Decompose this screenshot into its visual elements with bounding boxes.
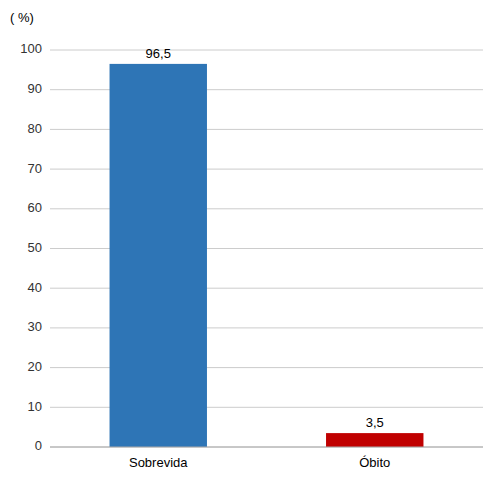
bar xyxy=(326,433,423,447)
grid xyxy=(50,50,483,447)
y-tick-label: 40 xyxy=(28,280,42,295)
grid-line xyxy=(50,50,483,51)
y-tick-label: 70 xyxy=(28,161,42,176)
bars xyxy=(110,64,424,447)
y-tick-label: 20 xyxy=(28,359,42,374)
y-tick-label: 10 xyxy=(28,399,42,414)
y-tick-label: 80 xyxy=(28,121,42,136)
x-axis-line xyxy=(50,447,483,448)
y-tick-label: 30 xyxy=(28,319,42,334)
bar xyxy=(110,64,207,447)
y-tick-label: 0 xyxy=(35,438,42,453)
y-tick-label: 50 xyxy=(28,240,42,255)
data-label: 3,5 xyxy=(366,415,384,430)
data-label: 96,5 xyxy=(146,46,171,61)
y-tick-label: 90 xyxy=(28,81,42,96)
chart-svg: 0 10 20 30 40 50 60 70 80 90 100 Sobrevida Óbito 96,5… xyxy=(0,0,503,487)
y-tick-label: 60 xyxy=(28,200,42,215)
x-tick-label: Sobrevida xyxy=(129,455,188,470)
grid-line xyxy=(50,447,483,448)
x-tick-label: Óbito xyxy=(359,455,390,470)
chart-container: 0 10 20 30 40 50 60 70 80 90 100 Sobrevida Óbito 96,5… xyxy=(0,0,503,487)
y-axis-label: ( %) xyxy=(10,10,34,25)
y-tick-label: 100 xyxy=(20,41,42,56)
